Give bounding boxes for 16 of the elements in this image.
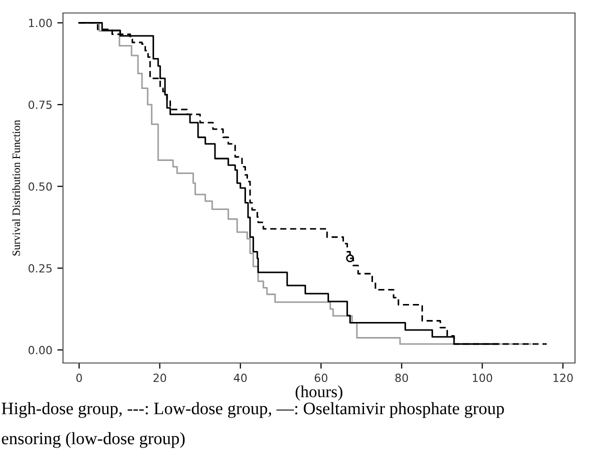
y-tick-label: 0.50 [28,182,52,191]
text: ensoring (low-dose group) [2,432,185,448]
y-axis-title: Survival Distribution Function [12,120,20,256]
x-axis-title: (hours) [296,386,342,401]
x-tick-label: 40 [234,374,247,382]
y-tick-label: 0.25 [28,264,52,273]
x-tick-label: 20 [154,374,166,382]
x-tick-label: 120 [554,374,573,382]
text: High-dose group, ---: Low-dose group, —: Oseltamivir phosphate group [2,402,504,418]
y-tick-label: 0.00 [28,346,52,354]
y-tick-label: 0.75 [28,100,52,109]
x-tick-label: 0 [76,374,82,382]
x-tick-label: 60 [314,374,328,382]
x-tick-label: 80 [395,374,408,382]
y-tick-label: 1.00 [29,18,52,28]
x-tick-label: 100 [472,374,492,382]
